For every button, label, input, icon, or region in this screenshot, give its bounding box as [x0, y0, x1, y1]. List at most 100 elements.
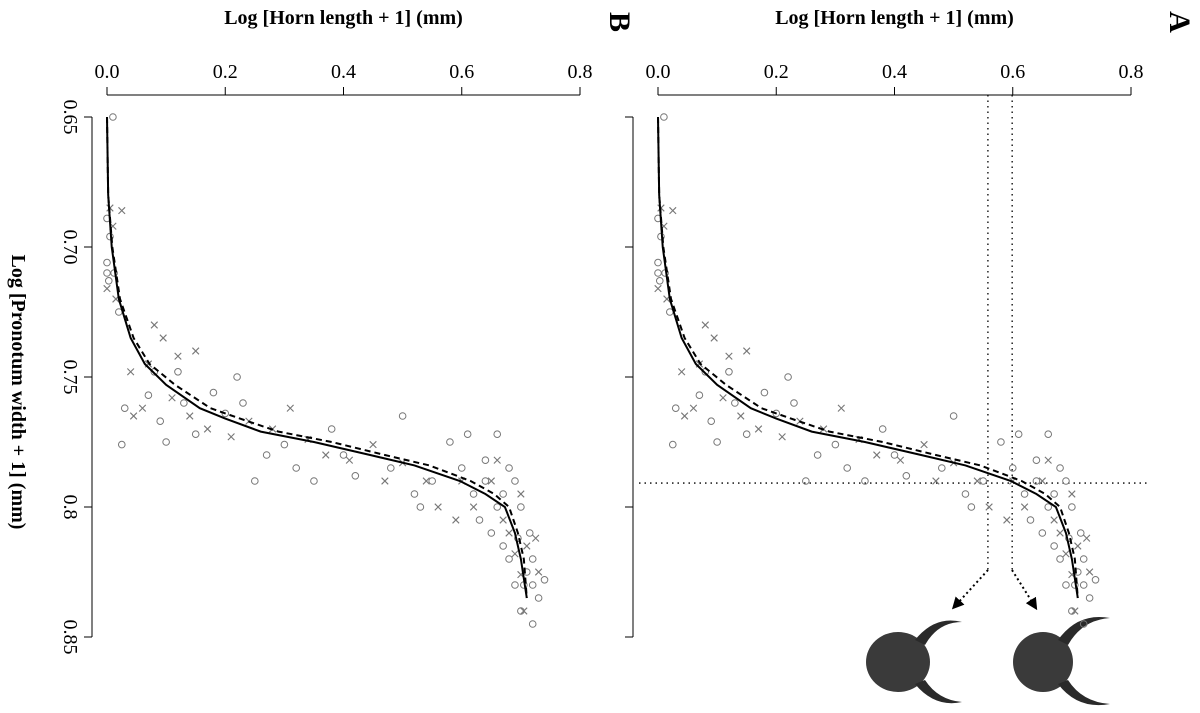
point: [1082, 534, 1091, 542]
point: [493, 456, 501, 464]
point: [416, 503, 425, 511]
point: [487, 529, 496, 537]
point: [1085, 568, 1094, 576]
point: [103, 284, 111, 293]
point: [422, 477, 430, 485]
point: [428, 477, 436, 485]
point: [890, 451, 899, 459]
point: [701, 321, 709, 329]
point: [511, 581, 519, 589]
point: [118, 206, 126, 215]
point: [540, 576, 549, 584]
point: [452, 516, 460, 524]
point: [251, 477, 259, 485]
point: [117, 440, 126, 449]
point: [1062, 550, 1070, 558]
point: [979, 477, 987, 485]
point: [671, 404, 680, 413]
point: [523, 542, 531, 550]
y-tick-label: 0.70: [59, 230, 81, 265]
point: [481, 456, 490, 465]
point: [191, 430, 200, 439]
point: [103, 258, 111, 267]
point: [168, 394, 176, 402]
point: [1068, 490, 1076, 498]
point: [174, 352, 182, 360]
point: [1068, 503, 1076, 511]
point: [387, 464, 395, 472]
point: [528, 620, 537, 628]
y-tick-label: 0.8: [59, 495, 81, 520]
point: [525, 529, 534, 537]
point: [731, 399, 739, 407]
point: [180, 399, 188, 407]
fit-line: [657, 116, 1079, 599]
point: [1050, 542, 1058, 550]
point: [1071, 607, 1079, 615]
point: [695, 391, 704, 400]
point: [719, 394, 727, 402]
y-tick-label: 0.65: [59, 100, 81, 135]
point: [1044, 503, 1053, 511]
point: [1079, 555, 1088, 563]
point: [790, 399, 798, 407]
point: [896, 456, 905, 464]
point: [1020, 490, 1029, 498]
point: [144, 391, 153, 400]
point: [517, 503, 525, 511]
x-axis-title: Log [Horn length + 1] (mm): [224, 7, 463, 29]
point: [742, 347, 751, 355]
point: [654, 269, 662, 277]
point: [322, 451, 330, 459]
point: [997, 438, 1005, 446]
point: [517, 490, 525, 498]
point: [104, 277, 113, 285]
point: [1044, 456, 1052, 464]
x-tick-label: 0.6: [1000, 61, 1025, 83]
y-axis-title: Log [Pronotum width + 1] (mm): [7, 255, 29, 530]
point: [660, 113, 668, 121]
panel-label: A: [1163, 11, 1196, 33]
point: [985, 503, 993, 511]
point: [1062, 581, 1070, 589]
point: [967, 503, 976, 511]
arrow: [951, 569, 989, 610]
point: [902, 472, 911, 480]
fit-line: [106, 116, 528, 599]
point: [742, 430, 751, 439]
x-tick-label: 0.4: [331, 61, 356, 83]
point: [499, 490, 507, 498]
point: [531, 534, 540, 542]
point: [292, 464, 301, 472]
point: [784, 373, 792, 381]
point: [1056, 529, 1064, 537]
point: [120, 404, 129, 413]
point: [162, 438, 170, 446]
point: [1020, 503, 1029, 511]
point: [156, 417, 165, 426]
point: [103, 269, 111, 277]
point: [654, 284, 662, 293]
point: [505, 464, 513, 472]
point: [186, 412, 194, 420]
x-axis-title: Log [Horn length + 1] (mm): [775, 7, 1014, 29]
point: [1056, 555, 1064, 563]
point: [802, 477, 810, 485]
point: [528, 555, 537, 563]
point: [381, 477, 389, 485]
arrow: [1011, 569, 1038, 611]
x-tick-label: 0.4: [882, 61, 907, 83]
point: [339, 451, 348, 459]
x-tick-label: 0.2: [213, 61, 238, 83]
point: [878, 425, 887, 433]
point: [1091, 576, 1100, 584]
point: [654, 258, 662, 267]
point: [1050, 516, 1058, 524]
point: [457, 464, 466, 472]
beetle: [1013, 616, 1110, 706]
point: [469, 503, 478, 511]
point: [493, 430, 502, 439]
point: [138, 404, 147, 412]
point: [1076, 529, 1085, 537]
point: [528, 581, 537, 589]
